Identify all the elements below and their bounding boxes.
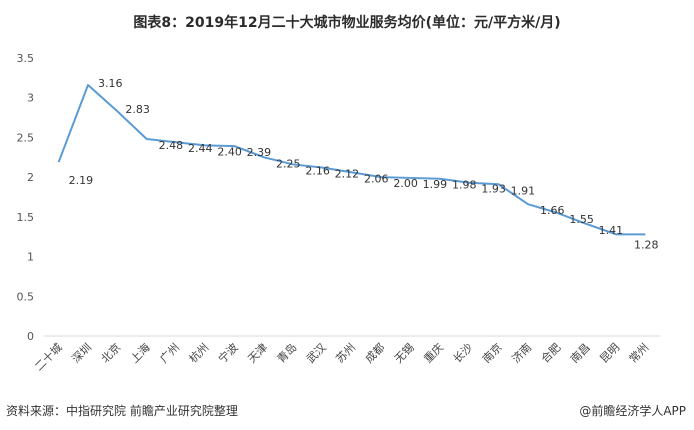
data-label: 2.40 bbox=[217, 145, 242, 158]
data-label: 2.19 bbox=[69, 174, 94, 187]
x-tick-label: 南京 bbox=[479, 340, 504, 365]
line-chart: 0 0.5 1 1.5 2 2.5 3 3.5 二十城 深圳 北京 上海 广州 杭州 宁波 天津 青岛 武汉 苏州… bbox=[17, 52, 660, 373]
data-label: 2.25 bbox=[276, 157, 301, 170]
y-tick-label: 3 bbox=[27, 92, 34, 105]
data-labels: 2.19 3.162.83 2.48 2.44 2.40 2.39 2.25 2.16 2.12… bbox=[69, 77, 659, 251]
x-tick-label: 常州 bbox=[627, 341, 652, 366]
chart-title: 图表8：2019年12月二十大城市物业服务均价(单位：元/平方米/月) bbox=[133, 15, 561, 31]
y-tick-label: 0 bbox=[27, 330, 34, 343]
data-label: 1.91 bbox=[511, 184, 535, 197]
y-axis: 0 0.5 1 1.5 2 2.5 3 3.5 bbox=[17, 52, 35, 343]
data-label: 2.48 bbox=[159, 139, 184, 152]
data-label: 2.00 bbox=[393, 177, 418, 190]
x-tick-label: 上海 bbox=[127, 340, 152, 365]
x-tick-label: 北京 bbox=[98, 340, 123, 365]
y-tick-label: 2.5 bbox=[17, 131, 35, 144]
x-axis: 二十城 深圳 北京 上海 广州 杭州 宁波 天津 青岛 武汉 苏州 成都 无锡 重庆 长沙 南京 济南 合肥 南昌昆… bbox=[32, 335, 660, 373]
x-tick-label: 深圳 bbox=[69, 341, 94, 366]
data-label: 1.93 bbox=[481, 183, 506, 196]
data-label: 1.55 bbox=[569, 213, 594, 226]
data-label: 3.16 bbox=[98, 77, 123, 90]
x-tick-label: 无锡 bbox=[391, 340, 416, 365]
x-tick-label: 青岛 bbox=[274, 340, 299, 365]
data-label: 1.28 bbox=[634, 238, 659, 251]
data-label: 1.98 bbox=[452, 179, 477, 192]
y-tick-label: 3.5 bbox=[17, 52, 35, 65]
series-polyline bbox=[57, 84, 646, 236]
data-label: 2.44 bbox=[188, 142, 213, 155]
x-tick-label: 广州 bbox=[157, 341, 182, 366]
y-tick-label: 0.5 bbox=[17, 290, 35, 303]
x-tick-label: 重庆 bbox=[421, 340, 446, 365]
data-label: 2.16 bbox=[305, 164, 330, 177]
x-tick-label: 杭州 bbox=[186, 340, 211, 365]
data-label: 1.99 bbox=[423, 178, 448, 191]
x-tick-label: 南昌 bbox=[568, 341, 593, 366]
brand-credit: @前瞻经济学人APP bbox=[579, 404, 686, 418]
x-tick-label: 成都 bbox=[363, 341, 388, 366]
data-label: 2.12 bbox=[335, 168, 360, 181]
x-tick-label: 苏州 bbox=[333, 341, 358, 366]
x-tick-label: 二十城 bbox=[32, 340, 65, 373]
data-label: 2.06 bbox=[364, 172, 389, 185]
x-tick-label: 天津 bbox=[245, 341, 270, 366]
source-note: 资料来源：中指研究院 前瞻产业研究院整理 bbox=[6, 404, 238, 418]
x-tick-label: 长沙 bbox=[451, 341, 476, 366]
x-tick-label: 合肥 bbox=[538, 340, 563, 365]
y-tick-label: 2 bbox=[27, 171, 34, 184]
data-label: 1.41 bbox=[599, 224, 624, 237]
x-tick-label: 昆明 bbox=[597, 341, 622, 366]
y-tick-label: 1.5 bbox=[17, 211, 35, 224]
x-tick-label: 武汉 bbox=[304, 341, 329, 366]
x-tick-label: 济南 bbox=[509, 340, 534, 365]
data-label: 1.66 bbox=[540, 204, 565, 217]
x-tick-label: 宁波 bbox=[215, 340, 240, 365]
data-label: 2.39 bbox=[247, 146, 272, 159]
series-line bbox=[57, 84, 646, 236]
data-label: 2.83 bbox=[125, 103, 150, 116]
footer: 资料来源：中指研究院 前瞻产业研究院整理 @前瞻经济学人APP bbox=[0, 400, 694, 430]
y-tick-label: 1 bbox=[27, 251, 34, 264]
